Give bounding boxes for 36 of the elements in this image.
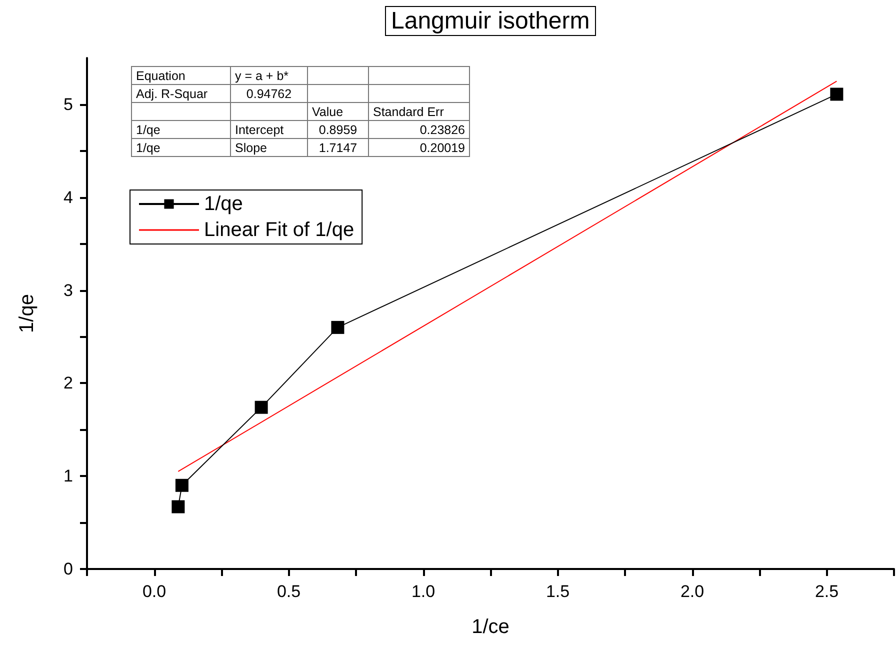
point — [331, 320, 344, 334]
point — [830, 88, 844, 101]
annotation: Intercept — [230, 120, 308, 138]
x-tick-label: 2.5 — [814, 582, 839, 601]
annotation: 0.94762 — [230, 84, 308, 102]
point — [254, 400, 268, 414]
annotation: Adj. R-Squar — [132, 84, 230, 102]
annotation: 0.8959 — [308, 120, 368, 138]
point — [175, 478, 188, 492]
chart-title: Langmuir isotherm — [391, 8, 590, 34]
annotation: 1.7147 — [308, 138, 368, 156]
annotation: 0.23826 — [368, 120, 470, 138]
x-tick-label: 1.5 — [546, 582, 570, 601]
annotation: 1/qe — [132, 138, 230, 156]
annotation: y = a + b* — [230, 66, 308, 84]
y-tick-label: 3 — [64, 280, 73, 300]
annotation: Slope — [230, 138, 308, 156]
x-tick-label: 0.0 — [142, 582, 166, 601]
x-tick-label: 0.5 — [276, 582, 301, 601]
y-tick-label: 5 — [64, 94, 73, 114]
y-axis-title: 1/qe — [16, 294, 38, 333]
x-axis-title: 1/ce — [472, 616, 510, 638]
legend-label: Linear Fit of 1/qe — [204, 219, 354, 241]
point — [172, 500, 185, 514]
annotation: Standard Err — [368, 102, 470, 120]
y-tick-label: 0 — [64, 560, 73, 578]
y-tick-label: 4 — [64, 188, 73, 207]
x-tick-label: 1.0 — [411, 582, 436, 601]
x-tick-label: 2.0 — [680, 582, 704, 601]
y-tick-label: 2 — [64, 374, 73, 393]
annotation: 1/qe — [132, 120, 230, 138]
annotation: Equation — [132, 66, 230, 84]
legend-label: 1/qe — [204, 193, 243, 215]
annotation: 0.20019 — [368, 138, 470, 156]
y-tick-label: 1 — [64, 466, 73, 486]
annotation: Value — [308, 102, 368, 120]
